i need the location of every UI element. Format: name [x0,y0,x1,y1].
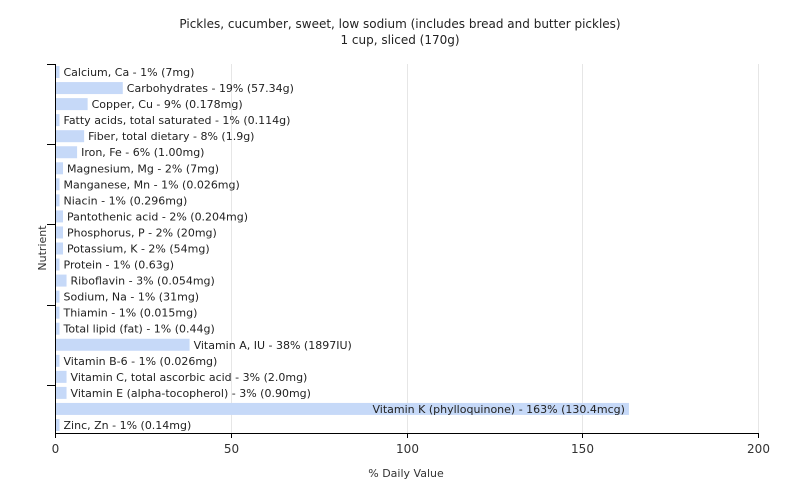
x-tick-label-1: 50 [224,442,239,456]
bar-label-1: Carbohydrates - 19% (57.34g) [127,82,294,95]
bar-label-10: Phosphorus, P - 2% (20mg) [67,226,217,239]
x-tick-label-3: 150 [571,442,594,456]
bar-16 [56,322,60,335]
bars: Calcium, Ca - 1% (7mg) Carbohydrates - 19… [56,66,629,432]
chart-title: Pickles, cucumber, sweet, low sodium (in… [179,17,620,31]
bar-9 [56,210,64,223]
bar-8 [56,194,60,207]
bar-12 [56,258,60,271]
bar-11 [56,242,64,255]
bar-label-12: Protein - 1% (0.63g) [64,259,175,272]
bar-label-11: Potassium, K - 2% (54mg) [67,243,210,256]
x-tick-label-0: 0 [52,442,60,456]
bar-1 [56,82,123,95]
bar-19 [56,370,67,383]
axes: 0 50 100 150 200 [47,64,770,456]
bar-6 [56,162,64,175]
x-tick-label-4: 200 [747,442,770,456]
x-axis-title: % Daily Value [368,467,444,480]
bar-5 [56,146,78,159]
bar-14 [56,290,60,303]
bar-label-17: Vitamin A, IU - 38% (1897IU) [194,339,352,352]
bar-label-18: Vitamin B-6 - 1% (0.026mg) [64,355,218,368]
bar-18 [56,354,60,367]
bar-label-9: Pantothenic acid - 2% (0.204mg) [67,210,248,223]
bar-label-14: Sodium, Na - 1% (31mg) [64,291,200,304]
bar-7 [56,178,60,191]
bar-0 [56,66,60,79]
x-tick-label-2: 100 [396,442,419,456]
bar-label-3: Fatty acids, total saturated - 1% (0.114… [64,114,291,127]
bar-20 [56,386,67,399]
bar-4 [56,130,85,143]
bar-label-5: Iron, Fe - 6% (1.00mg) [81,146,204,159]
bar-label-15: Thiamin - 1% (0.015mg) [63,307,198,320]
bar-label-2: Copper, Cu - 9% (0.178mg) [92,98,243,111]
bar-label-7: Manganese, Mn - 1% (0.026mg) [64,178,240,191]
bar-10 [56,226,64,239]
y-axis-title: Nutrient [36,225,49,271]
bar-label-16: Total lipid (fat) - 1% (0.44g) [63,323,215,336]
bar-label-19: Vitamin C, total ascorbic acid - 3% (2.0… [71,371,308,384]
bar-label-21: Vitamin K (phylloquinone) - 163% (130.4m… [373,403,625,416]
bar-label-22: Zinc, Zn - 1% (0.14mg) [64,419,192,432]
bar-17 [56,338,190,351]
bar-2 [56,98,88,111]
bar-label-4: Fiber, total dietary - 8% (1.9g) [88,130,254,143]
chart-subtitle: 1 cup, sliced (170g) [340,33,459,47]
bar-label-6: Magnesium, Mg - 2% (7mg) [67,162,219,175]
bar-label-13: Riboflavin - 3% (0.054mg) [71,275,215,288]
bar-label-8: Niacin - 1% (0.296mg) [64,194,188,207]
bar-3 [56,114,60,127]
bar-label-0: Calcium, Ca - 1% (7mg) [64,66,195,79]
bar-22 [56,418,60,431]
bar-15 [56,306,60,319]
bar-13 [56,274,67,287]
grid-lines [231,64,759,433]
bar-21 [56,402,629,415]
bar-label-20: Vitamin E (alpha-tocopherol) - 3% (0.90m… [71,387,311,400]
